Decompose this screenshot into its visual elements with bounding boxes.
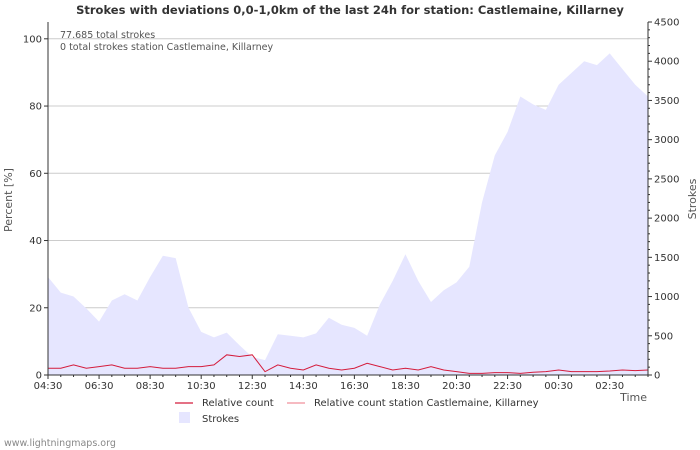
right-ticks: 0 500 1000 1500 2000 2500 3000 3500 4000 4500 [648,18,679,382]
x-tick-label: 20:30 [442,381,471,392]
x-tick-label: 16:30 [340,381,369,392]
right-tick-label: 3000 [654,135,679,146]
left-tick-label: 20 [29,303,42,314]
left-tick-label: 40 [29,236,42,247]
total-strokes-note: 77.685 total strokes [60,30,155,41]
right-tick-label: 1000 [654,292,679,303]
y-axis-label-right: Strokes [686,178,699,219]
footer-credit: www.lightningmaps.org [4,438,116,449]
x-tick-label: 08:30 [136,381,165,392]
x-tick-label: 06:30 [85,381,114,392]
x-tick-label: 14:30 [289,381,318,392]
right-tick-label: 2500 [654,174,679,185]
right-tick-label: 1500 [654,253,679,264]
strokes-area [48,53,648,375]
right-tick-label: 0 [654,371,660,382]
relative-count-line [48,354,649,374]
right-tick-label: 4500 [654,18,679,29]
left-tick-label: 60 [29,169,42,180]
right-tick-label: 500 [654,331,673,342]
legend-relative-count-station: Relative count station Castlemaine, Kill… [314,398,539,409]
x-tick-label: 10:30 [187,381,216,392]
x-ticks: 04:30 06:30 08:30 10:30 12:30 14:30 16:30 18:30… [34,375,649,392]
station-strokes-note: 0 total strokes station Castlemaine, Kil… [60,42,273,53]
right-tick-label: 2000 [654,214,679,225]
chart-title: Strokes with deviations 0,0-1,0km of the… [76,3,624,17]
x-tick-label: 12:30 [238,381,267,392]
x-tick-label: 02:30 [595,381,624,392]
x-axis-label: Time [619,391,647,404]
left-tick-label: 0 [36,371,42,382]
left-ticks: 0 20 40 60 80 100 [23,34,48,382]
right-tick-label: 3500 [654,96,679,107]
left-tick-label: 80 [29,102,42,113]
x-tick-label: 04:30 [34,381,63,392]
legend: Relative count Relative count station Ca… [175,398,539,425]
x-tick-label: 18:30 [391,381,420,392]
left-tick-label: 100 [23,34,42,45]
legend-strokes: Strokes [202,414,239,425]
y-axis-label-left: Percent [%] [2,168,15,232]
legend-strokes-swatch [179,412,190,423]
legend-relative-count: Relative count [202,398,274,409]
x-tick-label: 00:30 [544,381,573,392]
x-tick-label: 22:30 [493,381,522,392]
right-tick-label: 4000 [654,57,679,68]
